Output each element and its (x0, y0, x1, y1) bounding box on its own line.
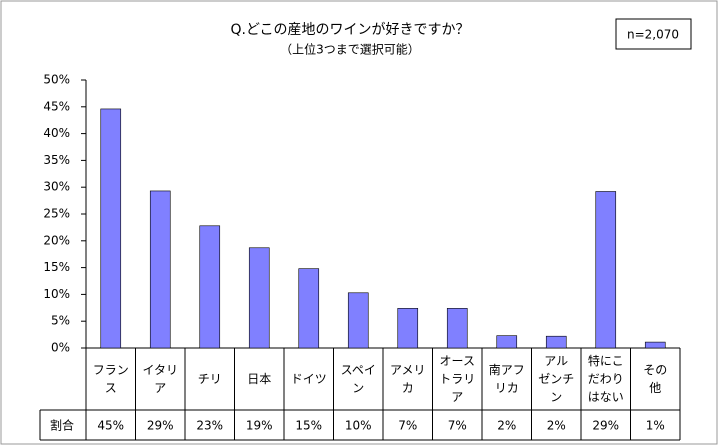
y-tick-label: 25% (43, 207, 70, 221)
row-label: 割合 (50, 418, 74, 433)
n-box (615, 18, 692, 50)
bar (248, 247, 270, 349)
bar (347, 292, 369, 349)
x-tick-label: アメリ カ (390, 363, 426, 395)
x-tick-label: 日本 (247, 372, 272, 386)
n-label: n=2,070 (627, 28, 679, 42)
value-label: 29% (147, 419, 174, 433)
x-tick-label: 南アフ リカ (488, 363, 525, 395)
bar (298, 268, 320, 349)
x-tick-label: ドイツ (290, 372, 327, 386)
x-tick-label: スペイ ン (340, 363, 376, 395)
value-label: 10% (345, 419, 372, 433)
value-label: 29% (592, 419, 619, 433)
y-tick-label: 20% (43, 233, 70, 247)
value-label: 7% (448, 419, 467, 433)
bar (149, 190, 171, 349)
y-tick-label: 0% (51, 341, 70, 355)
chart-title: Q.どこの産地のワインが好きですか？ (230, 22, 469, 38)
bar (199, 225, 221, 349)
bar (595, 191, 617, 349)
bar (446, 308, 468, 349)
y-tick-label: 15% (43, 260, 70, 274)
x-tick-label: アル ゼンチ ン (538, 354, 575, 404)
value-label: 19% (246, 419, 273, 433)
value-label: 45% (97, 419, 124, 433)
bar (644, 341, 666, 349)
y-tick-label: 35% (43, 153, 70, 167)
bar (545, 335, 567, 349)
x-tick-label: オース トラリ ア (439, 354, 476, 404)
x-tick-label: 特にこ だわり はない (587, 354, 624, 404)
bar (397, 308, 419, 349)
x-tick-label: イタリ ア (142, 363, 179, 395)
value-label: 15% (295, 419, 322, 433)
x-tick-label: フラン ス (92, 363, 129, 395)
bar (496, 335, 518, 349)
y-tick-label: 45% (43, 99, 70, 113)
y-tick-label: 30% (43, 180, 70, 194)
x-tick-label: その 他 (643, 363, 668, 395)
value-label: 2% (497, 419, 516, 433)
y-tick-label: 40% (43, 126, 70, 140)
chart-subtitle: （上位3つまで選択可能） (280, 42, 420, 57)
value-label: 2% (547, 419, 566, 433)
value-label: 23% (196, 419, 223, 433)
x-tick-label: チリ (197, 372, 222, 386)
value-label: 1% (646, 419, 665, 433)
y-tick-label: 5% (51, 314, 70, 328)
value-label: 7% (398, 419, 417, 433)
y-tick-label: 50% (43, 73, 70, 87)
y-tick-label: 10% (43, 287, 70, 301)
bar (100, 108, 122, 349)
